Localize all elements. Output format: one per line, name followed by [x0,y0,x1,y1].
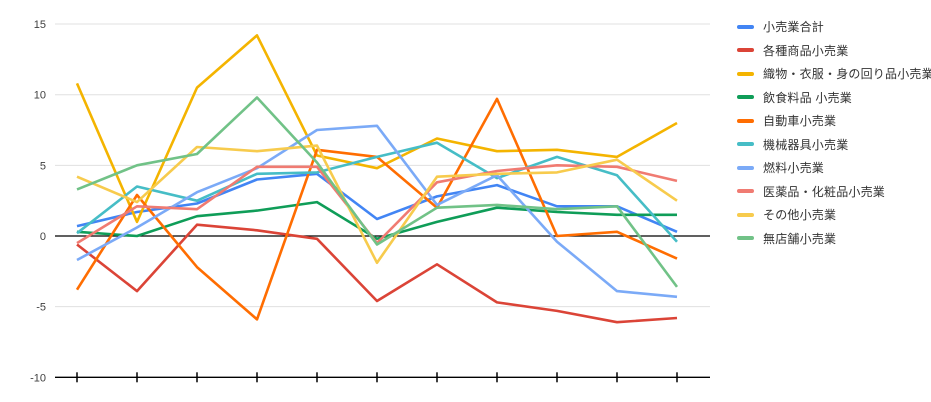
y-axis-tick-label: 5 [40,160,46,172]
legend-item-1: 各種商品小売業 [737,39,931,63]
legend-item-8: その他小売業 [737,203,931,227]
legend-label: 燃料小売業 [763,161,825,176]
legend-swatch-icon [737,24,754,29]
y-axis-tick-label: -5 [36,302,46,314]
legend-item-6: 燃料小売業 [737,156,931,180]
legend-item-7: 医薬品・化粧品小売業 [737,180,931,204]
y-axis-tick-label: -10 [30,372,46,384]
legend-label: 飲食料品 小売業 [763,90,852,105]
legend-swatch-icon [737,142,754,147]
legend-swatch-icon [737,71,754,76]
legend-label: 小売業合計 [763,20,825,35]
legend-label: 無店舗小売業 [763,231,837,246]
series-line-3 [76,200,677,241]
legend-swatch-icon [737,48,754,53]
y-axis-tick-label: 0 [40,231,46,243]
legend-item-2: 織物・衣服・身の回り品小売業 [737,62,931,86]
legend-swatch-icon [737,212,754,217]
series-line-5 [76,141,678,243]
legend-label: 織物・衣服・身の回り品小売業 [763,67,931,82]
legend-item-9: 無店舗小売業 [737,227,931,251]
legend-item-0: 小売業合計 [737,15,931,39]
series-line-8 [76,144,678,265]
y-axis-tick-label: 10 [34,90,46,102]
legend-item-3: 飲食料品 小売業 [737,86,931,110]
legend-item-5: 機械器具小売業 [737,133,931,157]
legend-label: 自動車小売業 [763,114,837,129]
legend-swatch-icon [737,165,754,170]
legend-swatch-icon [737,236,754,241]
legend-item-4: 自動車小売業 [737,109,931,133]
legend-label: 機械器具小売業 [763,137,849,152]
series-line-1 [76,223,678,324]
legend-label: その他小売業 [763,208,837,223]
y-axis-tick-label: 15 [34,19,46,31]
legend: 小売業合計各種商品小売業織物・衣服・身の回り品小売業 飲食料品 小売業 自動車小売業… [737,15,931,250]
legend-swatch-icon [737,189,754,194]
legend-label: 医薬品・化粧品小売業 [763,184,886,199]
series-line-9 [76,96,679,288]
legend-label: 各種商品小売業 [763,43,849,58]
legend-swatch-icon [737,118,754,123]
series-line-6 [76,124,678,299]
legend-swatch-icon [737,95,754,100]
series-line-2 [75,34,678,224]
series-line-0 [76,172,678,233]
